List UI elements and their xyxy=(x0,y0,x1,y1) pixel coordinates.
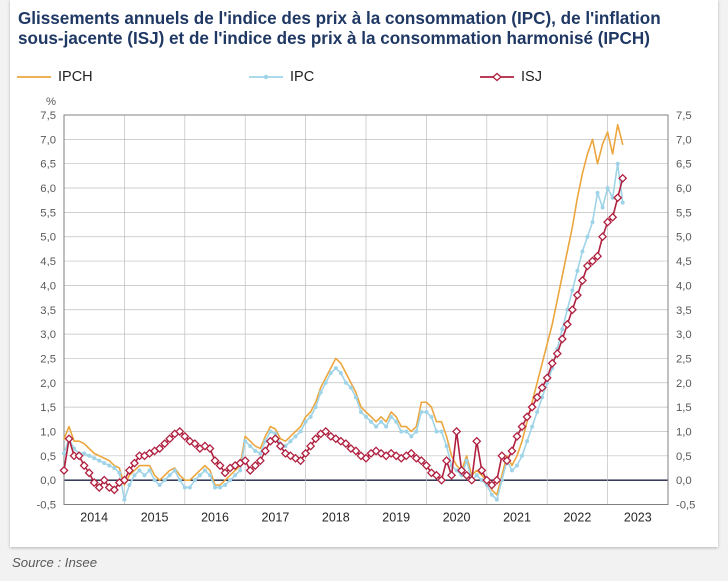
svg-text:3,0: 3,0 xyxy=(676,329,692,341)
svg-text:-0,5: -0,5 xyxy=(37,500,56,512)
svg-text:2022: 2022 xyxy=(563,511,591,525)
svg-text:4,0: 4,0 xyxy=(40,280,56,292)
svg-text:2,0: 2,0 xyxy=(40,378,56,390)
svg-text:6,0: 6,0 xyxy=(676,183,692,195)
svg-text:4,5: 4,5 xyxy=(40,256,56,268)
svg-text:7,5: 7,5 xyxy=(676,110,692,122)
svg-text:3,5: 3,5 xyxy=(676,305,692,317)
svg-text:2014: 2014 xyxy=(80,511,108,525)
svg-text:4,0: 4,0 xyxy=(676,280,692,292)
svg-text:5,0: 5,0 xyxy=(676,232,692,244)
svg-text:2017: 2017 xyxy=(261,511,289,525)
svg-text:2021: 2021 xyxy=(503,511,531,525)
svg-text:0,0: 0,0 xyxy=(676,475,692,487)
svg-text:4,5: 4,5 xyxy=(676,256,692,268)
svg-text:3,0: 3,0 xyxy=(40,329,56,341)
svg-text:7,5: 7,5 xyxy=(40,110,56,122)
svg-text:0,5: 0,5 xyxy=(676,451,692,463)
svg-text:2,5: 2,5 xyxy=(676,353,692,365)
svg-text:1,5: 1,5 xyxy=(40,402,56,414)
svg-text:2015: 2015 xyxy=(141,511,169,525)
svg-text:%: % xyxy=(46,96,56,108)
svg-text:3,5: 3,5 xyxy=(40,305,56,317)
svg-text:1,0: 1,0 xyxy=(676,426,692,438)
svg-text:7,0: 7,0 xyxy=(40,134,56,146)
svg-text:6,0: 6,0 xyxy=(40,183,56,195)
svg-text:2,0: 2,0 xyxy=(676,378,692,390)
svg-text:2023: 2023 xyxy=(624,511,652,525)
svg-text:5,0: 5,0 xyxy=(40,232,56,244)
svg-text:2019: 2019 xyxy=(382,511,410,525)
svg-text:-0,5: -0,5 xyxy=(676,500,695,512)
svg-text:0,5: 0,5 xyxy=(40,451,56,463)
svg-text:2016: 2016 xyxy=(201,511,229,525)
svg-text:2018: 2018 xyxy=(322,511,350,525)
svg-text:0,0: 0,0 xyxy=(40,475,56,487)
svg-text:2,5: 2,5 xyxy=(40,353,56,365)
svg-text:6,5: 6,5 xyxy=(40,159,56,171)
svg-text:5,5: 5,5 xyxy=(40,207,56,219)
svg-text:2020: 2020 xyxy=(443,511,471,525)
svg-text:1,0: 1,0 xyxy=(40,426,56,438)
svg-text:5,5: 5,5 xyxy=(676,207,692,219)
svg-text:7,0: 7,0 xyxy=(676,134,692,146)
svg-text:1,5: 1,5 xyxy=(676,402,692,414)
svg-text:6,5: 6,5 xyxy=(676,159,692,171)
